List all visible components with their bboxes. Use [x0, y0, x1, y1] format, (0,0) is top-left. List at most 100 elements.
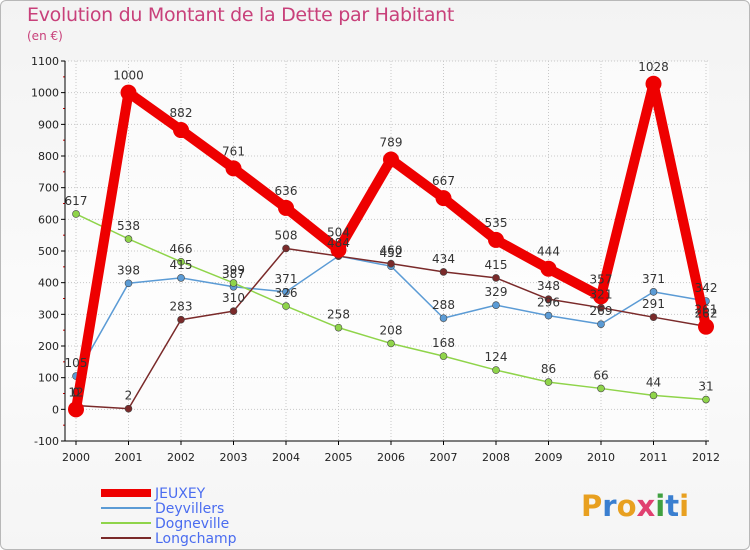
- y-tick-label: 900: [38, 118, 59, 131]
- data-point-deyvillers: [439, 314, 448, 322]
- data-label-jeuxey: 1028: [638, 60, 669, 74]
- data-label-deyvillers: 371: [642, 272, 665, 286]
- data-label-jeuxey: 535: [485, 216, 508, 230]
- logo-letter: t: [665, 489, 680, 523]
- data-label-deyvillers: 484: [327, 236, 350, 250]
- data-point-dogneville: [124, 235, 133, 243]
- data-label-deyvillers: 288: [432, 298, 455, 312]
- logo-letter: x: [636, 489, 656, 523]
- data-label-dogneville: 124: [485, 350, 508, 364]
- x-tick-label: 2004: [272, 451, 300, 464]
- data-label-jeuxey: 636: [275, 184, 298, 198]
- legend-label-deyvillers: Deyvillers: [155, 501, 224, 517]
- data-point-deyvillers: [544, 311, 553, 320]
- y-tick-label: 1000: [31, 87, 59, 100]
- y-tick-label: 1100: [31, 55, 59, 68]
- data-label-deyvillers: 296: [537, 296, 560, 310]
- data-label-longchamp: 508: [275, 228, 298, 242]
- legend-label-dogneville: Dogneville: [155, 516, 229, 532]
- data-point-deyvillers: [282, 288, 290, 296]
- y-tick-label: 0: [52, 403, 59, 416]
- y-tick-label: -100: [34, 435, 59, 448]
- data-label-deyvillers: 387: [222, 267, 245, 281]
- data-point-dogneville: [177, 257, 185, 266]
- y-tick-label: 700: [38, 182, 59, 195]
- data-point-longchamp: [439, 268, 448, 276]
- x-tick-label: 2005: [325, 451, 353, 464]
- data-point-jeuxey: [698, 318, 714, 335]
- x-tick-label: 2002: [167, 451, 195, 464]
- data-point-dogneville: [282, 302, 290, 310]
- logo-letter: P: [581, 489, 603, 523]
- data-label-longchamp: 2: [125, 389, 133, 403]
- data-point-jeuxey: [540, 260, 557, 277]
- data-point-longchamp: [387, 259, 395, 268]
- data-label-dogneville: 86: [541, 362, 556, 376]
- data-point-longchamp: [492, 274, 500, 282]
- data-point-deyvillers: [597, 320, 605, 328]
- x-tick-label: 2009: [535, 451, 563, 464]
- data-point-dogneville: [649, 391, 658, 400]
- data-point-dogneville: [229, 279, 238, 287]
- data-label-jeuxey: 789: [380, 135, 403, 149]
- data-label-dogneville: 44: [646, 375, 661, 389]
- data-label-jeuxey: 882: [170, 106, 193, 120]
- data-point-dogneville: [492, 366, 500, 374]
- data-label-dogneville: 326: [275, 286, 298, 300]
- data-point-deyvillers: [492, 301, 500, 309]
- chart-title: Evolution du Montant de la Dette par Hab…: [27, 4, 455, 26]
- data-point-longchamp: [177, 315, 185, 324]
- data-label-jeuxey: 761: [222, 144, 245, 158]
- data-point-dogneville: [439, 352, 448, 360]
- data-point-jeuxey: [173, 122, 189, 139]
- data-point-deyvillers: [649, 288, 658, 296]
- data-label-dogneville: 258: [327, 308, 350, 322]
- data-label-dogneville: 66: [593, 368, 608, 382]
- data-label-dogneville: 168: [432, 336, 455, 350]
- chart-subtitle: (en €): [27, 29, 63, 43]
- data-label-jeuxey: 504: [327, 226, 350, 240]
- data-label-longchamp: 321: [590, 288, 613, 302]
- y-tick-label: 400: [38, 277, 59, 290]
- data-label-deyvillers: 371: [275, 272, 298, 286]
- logo-letter: i: [655, 489, 666, 523]
- data-label-longchamp: 434: [432, 252, 455, 266]
- data-label-longchamp: 348: [537, 279, 560, 293]
- data-label-jeuxey: 261: [695, 303, 718, 317]
- data-point-dogneville: [702, 395, 710, 404]
- data-point-longchamp: [544, 295, 553, 303]
- data-point-dogneville: [387, 339, 395, 348]
- data-point-deyvillers: [124, 279, 133, 288]
- data-point-jeuxey: [488, 231, 504, 248]
- data-point-jeuxey: [278, 199, 294, 216]
- data-label-longchamp: 460: [380, 244, 403, 258]
- data-point-longchamp: [282, 244, 290, 253]
- x-tick-label: 2008: [482, 451, 510, 464]
- data-point-longchamp: [124, 404, 133, 413]
- data-point-jeuxey: [225, 160, 242, 177]
- data-label-deyvillers: 398: [117, 263, 140, 277]
- x-tick-label: 2000: [62, 451, 90, 464]
- data-point-deyvillers: [177, 274, 185, 282]
- data-label-dogneville: 399: [222, 263, 245, 277]
- y-tick-label: 500: [38, 245, 59, 258]
- data-point-dogneville: [334, 323, 343, 332]
- data-label-dogneville: 208: [380, 323, 403, 337]
- y-tick-label: 200: [38, 340, 59, 353]
- data-label-longchamp: 415: [485, 258, 508, 272]
- data-point-jeuxey: [120, 84, 137, 101]
- data-label-dogneville: 31: [698, 380, 713, 394]
- data-point-dogneville: [72, 210, 80, 218]
- data-point-jeuxey: [435, 190, 452, 207]
- data-label-deyvillers: 452: [380, 246, 403, 260]
- y-tick-label: 300: [38, 308, 59, 321]
- data-label-jeuxey: 0: [72, 385, 80, 399]
- logo-letter: o: [616, 489, 637, 523]
- x-tick-label: 2003: [220, 451, 248, 464]
- data-label-dogneville: 466: [170, 242, 193, 256]
- data-point-jeuxey: [593, 288, 609, 305]
- data-label-longchamp: 291: [642, 297, 665, 311]
- x-tick-label: 2006: [377, 451, 405, 464]
- data-label-longchamp: 12: [68, 386, 83, 400]
